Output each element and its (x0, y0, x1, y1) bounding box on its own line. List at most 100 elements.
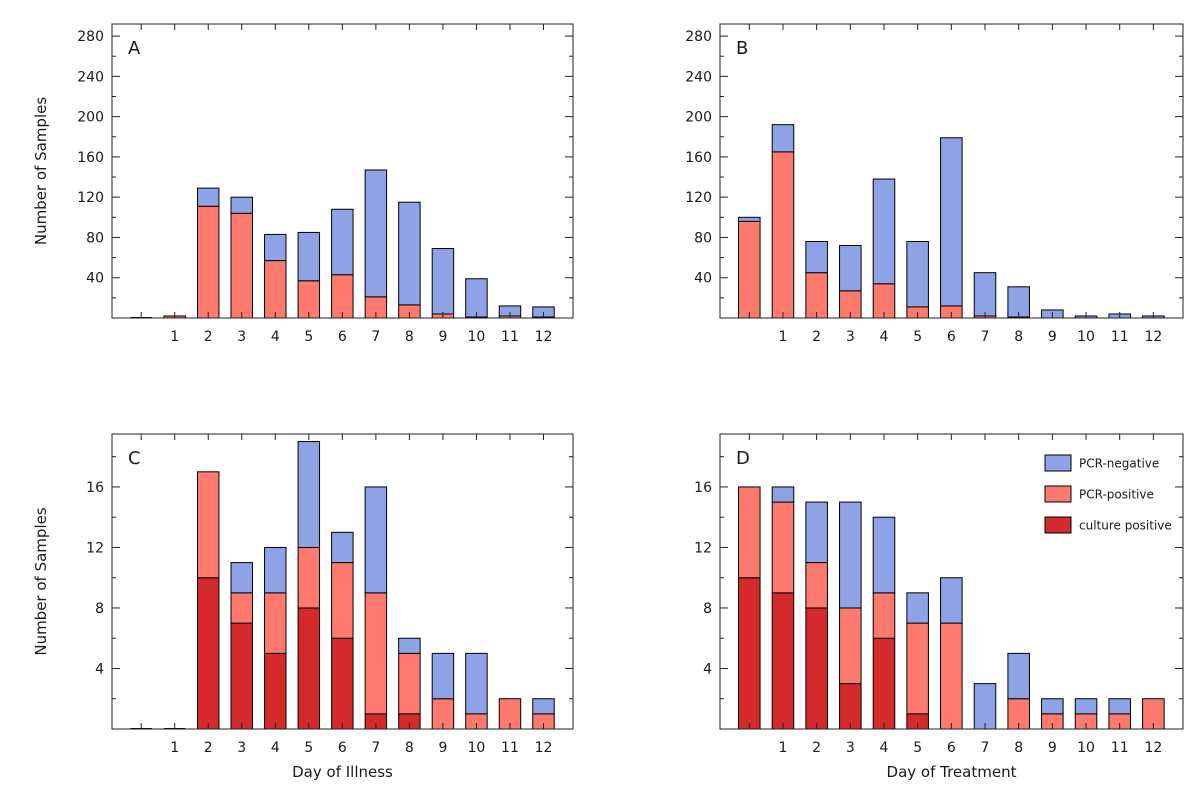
x-tick-label-b: 10 (1077, 329, 1095, 345)
x-tick-label-a: 8 (405, 329, 414, 345)
x-tick-label-a: 11 (501, 329, 519, 345)
bar-a-pcr-negative-5 (297, 231, 321, 282)
panel-letter-c: C (128, 448, 141, 469)
y-tick-label-a: 80 (86, 230, 104, 246)
y-axis-title-a: Number of Samples (32, 97, 50, 245)
bar-c-pcr-positive-4 (264, 592, 287, 654)
y-tick-label-d: 4 (703, 661, 712, 677)
x-tick-label-b: 5 (913, 329, 922, 345)
x-tick-label-d: 2 (812, 740, 821, 756)
bar-a-pcr-negative-9 (431, 248, 455, 315)
panel-letter-b: B (736, 38, 748, 59)
x-tick-label-a: 9 (438, 329, 447, 345)
x-tick-label-c: 3 (237, 740, 246, 756)
bar-c-culture-positive-6 (331, 637, 354, 730)
bar-b-pcr-negative-4 (872, 178, 896, 285)
x-tick-label-a: 10 (468, 329, 486, 345)
x-tick-label-b: 1 (779, 329, 788, 345)
y-tick-label-b: 280 (685, 29, 712, 45)
x-tick-label-d: 6 (947, 740, 956, 756)
y-tick-label-a: 160 (77, 150, 104, 166)
bar-d-culture-positive-day0 (738, 577, 761, 730)
x-tick-label-a: 12 (535, 329, 553, 345)
x-tick-label-d: 1 (779, 740, 788, 756)
x-tick-label-d: 5 (913, 740, 922, 756)
x-tick-label-c: 8 (405, 740, 414, 756)
x-tick-label-b: 4 (880, 329, 889, 345)
bar-a-pcr-negative-10 (465, 278, 488, 318)
bar-d-pcr-negative-7 (973, 683, 997, 730)
x-tick-label-c: 7 (371, 740, 380, 756)
x-tick-label-b: 9 (1048, 329, 1057, 345)
x-tick-label-c: 1 (170, 740, 179, 756)
bar-c-culture-positive-4 (264, 652, 287, 730)
bar-d-pcr-negative-11 (1108, 698, 1131, 715)
x-tick-label-b: 11 (1111, 329, 1129, 345)
bar-c-pcr-negative-8 (398, 637, 421, 654)
x-tick-label-d: 11 (1111, 740, 1129, 756)
x-tick-label-c: 2 (204, 740, 213, 756)
bar-d-culture-positive-3 (839, 683, 862, 730)
bar-b-pcr-positive-day0 (738, 220, 761, 319)
bar-b-pcr-positive-1 (771, 151, 795, 319)
y-tick-label-b: 120 (685, 190, 712, 206)
bar-a-pcr-negative-4 (264, 233, 287, 262)
y-tick-label-a: 240 (77, 69, 104, 85)
x-tick-label-d: 7 (981, 740, 990, 756)
bar-c-pcr-negative-3 (230, 562, 253, 594)
y-tick-label-a: 200 (77, 110, 104, 126)
bar-d-pcr-negative-10 (1074, 698, 1098, 715)
bar-c-pcr-positive-3 (230, 592, 253, 624)
x-tick-label-a: 3 (237, 329, 246, 345)
y-tick-label-b: 80 (694, 230, 712, 246)
y-tick-label-b: 40 (694, 271, 712, 287)
bar-b-pcr-negative-1 (771, 124, 795, 153)
bar-a-pcr-positive-4 (264, 260, 287, 319)
bar-d-pcr-positive-2 (805, 562, 828, 609)
x-tick-label-c: 11 (501, 740, 519, 756)
bar-c-pcr-negative-5 (297, 441, 321, 548)
x-axis-title-c: Day of Illness (292, 763, 393, 781)
x-tick-label-b: 7 (981, 329, 990, 345)
bar-c-pcr-negative-10 (465, 652, 488, 715)
bar-d-culture-positive-4 (872, 637, 896, 730)
x-tick-label-d: 4 (880, 740, 889, 756)
x-axis-title-d: Day of Treatment (887, 763, 1017, 781)
bar-c-pcr-negative-6 (331, 531, 354, 564)
bar-d-culture-positive-2 (805, 607, 828, 730)
bar-c-pcr-positive-6 (331, 562, 354, 639)
bar-a-pcr-positive-3 (230, 212, 253, 319)
bar-a-pcr-positive-2 (196, 205, 220, 319)
y-tick-label-c: 8 (95, 601, 104, 617)
bar-d-pcr-negative-3 (839, 501, 862, 609)
x-tick-label-b: 8 (1014, 329, 1023, 345)
bar-a-pcr-positive-6 (331, 274, 354, 319)
x-tick-label-c: 6 (338, 740, 347, 756)
x-tick-label-d: 9 (1048, 740, 1057, 756)
bar-c-pcr-negative-9 (431, 652, 455, 700)
x-tick-label-a: 6 (338, 329, 347, 345)
y-tick-label-b: 200 (685, 110, 712, 126)
legend-swatch-pcr-negative (1044, 454, 1072, 472)
x-tick-label-c: 12 (535, 740, 553, 756)
x-tick-label-d: 10 (1077, 740, 1095, 756)
x-tick-label-a: 1 (170, 329, 179, 345)
x-tick-label-c: 5 (304, 740, 313, 756)
bar-d-pcr-negative-8 (1007, 652, 1030, 700)
x-tick-label-d: 8 (1014, 740, 1023, 756)
y-tick-label-a: 40 (86, 271, 104, 287)
bar-b-pcr-negative-day0 (738, 216, 761, 222)
y-tick-label-a: 120 (77, 190, 104, 206)
x-tick-label-a: 7 (371, 329, 380, 345)
bar-a-pcr-negative-7 (364, 169, 388, 298)
x-tick-label-b: 2 (812, 329, 821, 345)
y-tick-label-c: 16 (86, 480, 104, 496)
x-tick-label-b: 3 (846, 329, 855, 345)
bar-c-pcr-positive-7 (364, 592, 388, 715)
bar-d-pcr-negative-1 (771, 486, 795, 503)
legend-swatch-culture-positive (1044, 516, 1072, 534)
x-tick-label-b: 12 (1144, 329, 1162, 345)
y-tick-label-c: 12 (86, 540, 104, 556)
bar-c-pcr-negative-4 (264, 546, 287, 594)
